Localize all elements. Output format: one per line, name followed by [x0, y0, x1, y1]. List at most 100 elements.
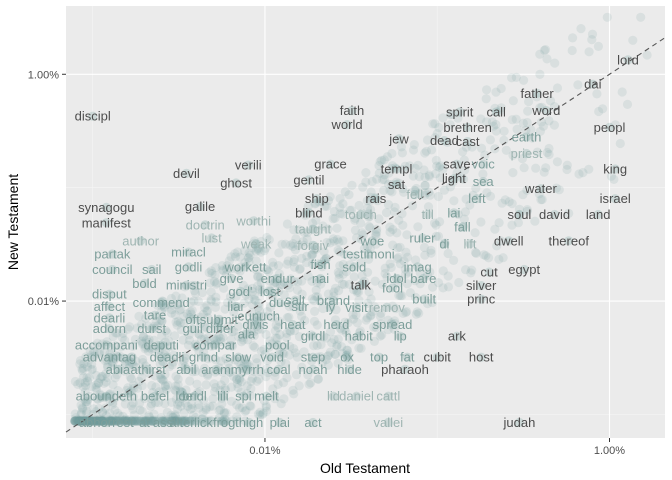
point: [167, 416, 177, 426]
point: [282, 328, 292, 338]
point: [253, 324, 263, 335]
word-point: [214, 314, 224, 324]
point: [284, 283, 295, 293]
point: [128, 392, 138, 402]
point: [492, 241, 502, 251]
point: [397, 148, 407, 158]
point: [170, 410, 180, 420]
point: [174, 305, 184, 315]
point: [433, 278, 444, 288]
point: [155, 370, 165, 380]
word-label: fat: [400, 350, 415, 365]
point: [151, 382, 161, 392]
point: [201, 380, 211, 390]
point: [187, 399, 197, 409]
point: [308, 249, 318, 259]
point: [366, 205, 376, 215]
point: [540, 45, 551, 55]
point: [256, 278, 266, 288]
word-point: [391, 179, 402, 189]
point: [285, 341, 295, 352]
word-label: herd: [323, 317, 349, 332]
point: [213, 316, 223, 326]
point: [206, 287, 216, 297]
point: [307, 356, 317, 366]
point: [255, 410, 265, 420]
point: [110, 405, 120, 415]
word-point: [308, 417, 318, 428]
word-label: liar: [227, 299, 245, 314]
word-label: habit: [345, 329, 374, 344]
point: [71, 416, 81, 426]
point: [187, 403, 197, 413]
point: [532, 92, 542, 102]
point: [76, 416, 86, 426]
point: [168, 412, 178, 422]
point: [248, 287, 258, 297]
point: [166, 416, 176, 426]
word-point: [147, 324, 157, 334]
point: [282, 373, 292, 383]
word-point: [195, 202, 205, 212]
point: [435, 217, 445, 227]
point: [298, 237, 308, 247]
point: [106, 416, 116, 426]
point: [302, 257, 312, 268]
point: [77, 364, 87, 374]
point: [311, 244, 321, 254]
point: [80, 387, 90, 397]
point: [189, 296, 199, 306]
point: [180, 353, 190, 363]
point: [203, 369, 213, 379]
point: [552, 83, 563, 93]
point: [334, 273, 344, 283]
point: [140, 361, 150, 371]
point: [425, 190, 435, 200]
word-label: grind: [189, 350, 218, 365]
point: [479, 250, 489, 260]
point: [216, 380, 226, 390]
point: [257, 287, 267, 297]
point: [385, 186, 395, 196]
word-point: [240, 262, 250, 272]
point: [443, 248, 453, 259]
point: [178, 335, 188, 345]
word-label: thigh: [235, 415, 263, 430]
word-label: fell: [406, 187, 423, 202]
point: [396, 142, 406, 152]
point: [259, 396, 269, 406]
point: [243, 253, 253, 263]
point: [226, 252, 236, 262]
point: [211, 279, 221, 289]
point: [136, 416, 146, 426]
word-point: [250, 320, 260, 330]
point: [74, 416, 84, 426]
point: [112, 351, 122, 361]
point: [218, 332, 228, 342]
point: [155, 359, 165, 369]
point: [180, 416, 190, 426]
point: [97, 416, 107, 426]
word-point: [265, 286, 275, 296]
point: [297, 253, 307, 263]
point: [191, 413, 201, 423]
point: [606, 171, 617, 181]
word-point: [139, 278, 150, 288]
point: [158, 375, 168, 385]
point: [185, 376, 195, 386]
word-label: differ: [206, 321, 235, 336]
point: [116, 342, 126, 352]
point: [82, 362, 92, 372]
point: [371, 231, 381, 241]
point: [131, 416, 141, 426]
point: [615, 138, 625, 149]
point: [202, 336, 212, 346]
point: [236, 337, 247, 347]
point: [255, 284, 265, 294]
point: [236, 262, 246, 272]
point: [146, 401, 156, 411]
point: [359, 279, 369, 289]
point: [226, 340, 236, 351]
point: [433, 231, 444, 241]
point: [482, 117, 492, 127]
